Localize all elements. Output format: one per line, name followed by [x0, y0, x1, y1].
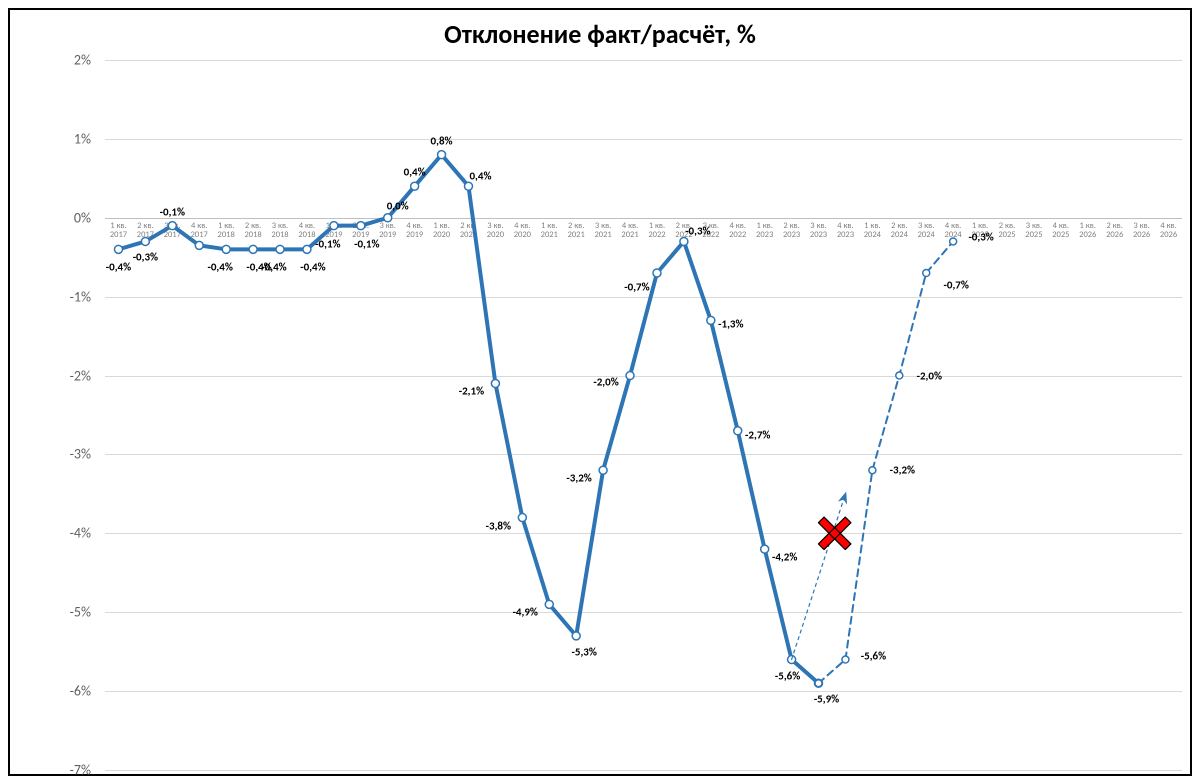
- marker: [707, 316, 715, 324]
- marker: [141, 237, 149, 245]
- marker: [680, 237, 688, 245]
- marker: [545, 600, 553, 608]
- data-label: -0,3%: [685, 225, 710, 238]
- data-label: -2,0%: [593, 375, 618, 388]
- marker: [572, 632, 580, 640]
- marker: [464, 182, 472, 190]
- data-label: 0,4%: [404, 166, 426, 179]
- data-label: -0,3%: [968, 231, 993, 244]
- marker: [276, 245, 284, 253]
- data-label: -5,6%: [775, 669, 800, 682]
- marker: [950, 238, 957, 245]
- data-label: -0,4%: [207, 261, 232, 274]
- marker: [114, 245, 122, 253]
- marker: [438, 151, 446, 159]
- series-failed-forecast: [792, 494, 846, 660]
- data-label: -3,8%: [486, 519, 511, 532]
- data-label: -2,7%: [745, 428, 770, 441]
- marker: [626, 372, 634, 380]
- marker: [330, 222, 338, 230]
- data-label: -3,2%: [566, 472, 591, 485]
- data-label: 0,4%: [469, 170, 491, 183]
- marker: [222, 245, 230, 253]
- marker: [303, 245, 311, 253]
- marker: [384, 214, 392, 222]
- marker: [518, 514, 526, 522]
- data-label: -1,3%: [718, 318, 743, 331]
- data-label: -4,9%: [513, 606, 538, 619]
- marker: [653, 269, 661, 277]
- data-label: -0,4%: [106, 261, 131, 274]
- data-label: -0,4%: [261, 261, 286, 274]
- data-label: -4,2%: [772, 551, 797, 564]
- series-forecast: [819, 241, 954, 683]
- marker: [599, 466, 607, 474]
- marker: [249, 245, 257, 253]
- data-label: 0,0%: [387, 199, 409, 212]
- marker: [168, 222, 176, 230]
- marker: [842, 656, 849, 663]
- marker: [815, 680, 822, 687]
- marker: [869, 467, 876, 474]
- data-label: -5,3%: [572, 645, 597, 658]
- marker: [896, 372, 903, 379]
- marker: [761, 545, 769, 553]
- data-label: 0,8%: [431, 134, 453, 147]
- marker: [734, 427, 742, 435]
- data-label: -3,2%: [890, 464, 915, 477]
- data-label: -0,1%: [354, 237, 379, 250]
- data-label: -5,6%: [861, 649, 886, 662]
- data-label: -0,1%: [160, 205, 185, 218]
- marker: [357, 222, 365, 230]
- data-label: -5,9%: [814, 693, 839, 706]
- data-label: -2,0%: [917, 369, 942, 382]
- marker: [195, 241, 203, 249]
- data-label: -0,7%: [944, 279, 969, 292]
- marker: [923, 270, 930, 277]
- chart-svg: [0, 0, 1200, 784]
- data-label: -0,3%: [133, 251, 158, 264]
- data-label: -0,1%: [315, 237, 340, 250]
- marker: [491, 379, 499, 387]
- x-mark-icon: [818, 517, 851, 550]
- data-label: -0,4%: [300, 261, 325, 274]
- data-label: -0,7%: [624, 281, 649, 294]
- data-label: -2,1%: [459, 385, 484, 398]
- series-actual: [118, 155, 818, 684]
- marker: [411, 182, 419, 190]
